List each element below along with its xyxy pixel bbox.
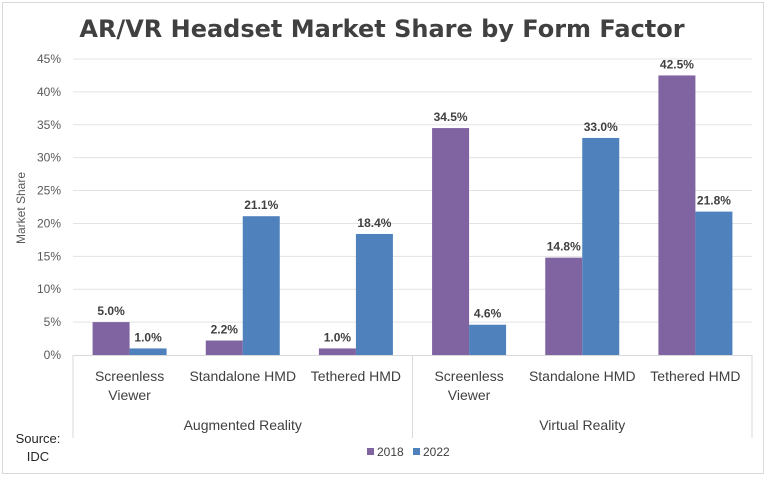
data-label: 21.8% — [697, 194, 731, 208]
y-tick-label: 35% — [37, 118, 61, 132]
x-category-label: Viewer — [108, 387, 151, 403]
x-group-label: Virtual Reality — [539, 417, 625, 433]
data-label: 1.0% — [324, 330, 352, 344]
gridlines — [73, 58, 752, 323]
bar-2022 — [355, 233, 393, 355]
bar-2022 — [129, 348, 167, 355]
x-category-label: Viewer — [448, 387, 491, 403]
data-label: 18.4% — [357, 216, 391, 230]
bar-2018 — [432, 128, 470, 355]
data-labels: 5.0% 2.2% 1.0% 34.5% 14.8% 42.5% 1.0% 21.1% 18.4… — [97, 57, 731, 344]
bar-2018 — [545, 257, 583, 355]
data-label: 33.0% — [584, 120, 618, 134]
y-axis-label: Market Share — [14, 172, 28, 244]
source-value: IDC — [27, 449, 49, 464]
bar-2022 — [582, 137, 620, 355]
y-tick-label: 15% — [37, 249, 61, 263]
bars — [92, 75, 733, 355]
legend-swatch-2018 — [367, 448, 374, 455]
data-label: 14.8% — [547, 240, 581, 254]
x-group-label: Augmented Reality — [184, 417, 302, 433]
data-label: 5.0% — [97, 304, 125, 318]
bar-2018 — [92, 322, 130, 355]
source-label: Source: — [16, 431, 61, 446]
bar-2018 — [318, 348, 356, 355]
x-category-label: Standalone HMD — [189, 368, 296, 384]
data-label: 42.5% — [660, 57, 694, 71]
data-label: 1.0% — [134, 330, 162, 344]
y-tick-label: 20% — [37, 216, 61, 230]
y-tick-label: 40% — [37, 85, 61, 99]
data-label: 21.1% — [244, 198, 278, 212]
x-category-label: Tethered HMD — [650, 368, 740, 384]
y-tick-label: 0% — [44, 348, 62, 362]
y-tick-label: 5% — [44, 315, 62, 329]
x-category-label: Screenless — [434, 368, 503, 384]
data-label: 4.6% — [474, 307, 502, 321]
legend-label: 2022 — [423, 445, 450, 459]
y-tick-label: 45% — [37, 52, 61, 66]
bar-2022 — [242, 216, 280, 355]
bar-2022 — [695, 211, 733, 355]
x-axis: Screenless Viewer Standalone HMD Tethered H… — [72, 355, 753, 438]
bar-2018 — [658, 75, 696, 355]
legend: 2018 2022 — [367, 445, 450, 459]
chart-title: AR/VR Headset Market Share by Form Facto… — [79, 15, 684, 43]
y-tick-label: 30% — [37, 151, 61, 165]
y-axis-ticks: 0% 5% 10% 15% 20% 25% 30% 35% 40% 45% — [37, 52, 61, 362]
y-tick-label: 10% — [37, 282, 61, 296]
legend-swatch-2022 — [413, 448, 420, 455]
data-label: 34.5% — [434, 110, 468, 124]
y-tick-label: 25% — [37, 184, 61, 198]
legend-label: 2018 — [377, 445, 404, 459]
bar-2018 — [205, 340, 243, 355]
data-label: 2.2% — [211, 323, 239, 337]
bar-2022 — [469, 324, 507, 355]
x-category-label: Screenless — [95, 368, 164, 384]
x-category-label: Tethered HMD — [311, 368, 401, 384]
x-category-label: Standalone HMD — [529, 368, 636, 384]
